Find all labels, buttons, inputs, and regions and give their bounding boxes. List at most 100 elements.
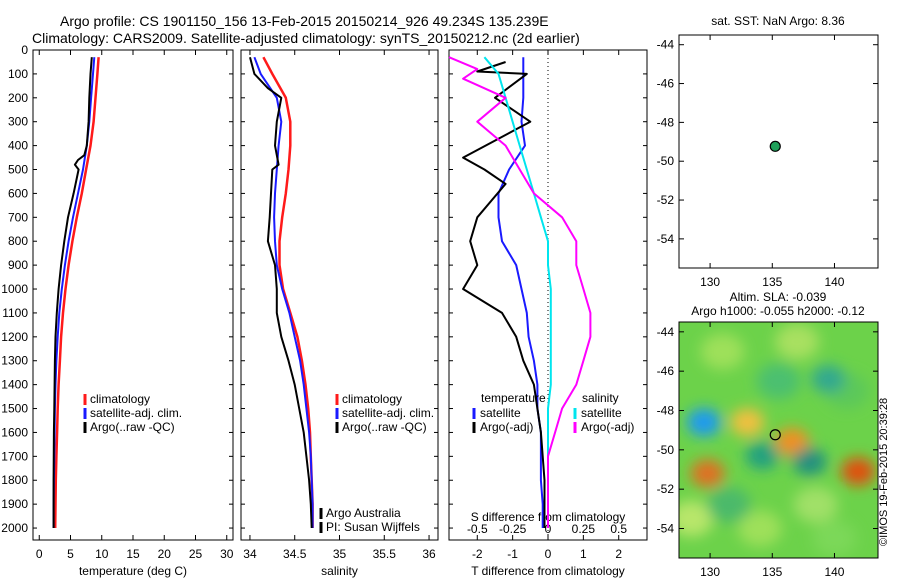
heatmap-texture — [679, 500, 714, 537]
y-tick-label: 1900 — [1, 497, 28, 511]
difference-panel: -2 -1 0 1 2 T difference from climatology -0.5… — [448, 49, 648, 578]
plot-frame — [32, 49, 234, 541]
x-axis-label: T difference from climatology — [471, 564, 625, 578]
legend-label: satellite — [581, 406, 622, 420]
x-tick-label: 36 — [422, 547, 436, 561]
heatmap-texture — [737, 510, 782, 547]
heatmap-texture — [756, 363, 801, 399]
legend-label: satellite-adj. clim. — [342, 406, 434, 420]
x-tick-label: 0 — [36, 547, 43, 561]
x-tick-label: 130 — [700, 565, 720, 579]
heatmap-texture — [793, 486, 838, 523]
x-tick-label: 35.5 — [373, 547, 397, 561]
altimetry-panel: 130 135 140 -44 -46 -48 -50 -52 -54 Altim. SLA: -… — [657, 290, 879, 579]
y-tick-label: -48 — [657, 404, 675, 418]
heatmap-anomaly-high — [841, 457, 876, 486]
heatmap-anomaly-high — [690, 459, 725, 488]
salinity-tick-label: 0.25 — [572, 522, 596, 536]
series-line — [448, 56, 592, 528]
heatmap-anomaly-low — [745, 441, 780, 470]
heatmap-blobs — [679, 323, 876, 557]
heatmap-anomaly-high — [775, 427, 810, 456]
header-line-2: Climatology: CARS2009. Satellite-adjuste… — [32, 30, 580, 46]
y-tick-label: -44 — [657, 38, 675, 52]
x-axis-label: temperature (deg C) — [79, 564, 187, 578]
legend-title: temperature — [481, 391, 546, 405]
map-frame — [678, 34, 879, 269]
header-line-1: Argo profile: CS 1901150_156 13-Feb-2015… — [60, 13, 549, 29]
y-tick-label: -54 — [657, 232, 675, 246]
altimetry-title-1: Altim. SLA: -0.039 — [730, 290, 827, 304]
y-tick-label: -46 — [657, 77, 675, 91]
legend-label: Argo(..raw -QC) — [90, 420, 175, 434]
x-tick-label: 34 — [243, 547, 257, 561]
map-frame — [678, 321, 879, 559]
annotation-text: PI: Susan Wijffels — [326, 520, 420, 534]
heatmap-anomaly-high — [730, 408, 765, 437]
salinity-panel: 34 34.5 35 35.5 36 salinity climatologysatelli… — [240, 49, 439, 578]
legend-label: satellite-adj. clim. — [90, 406, 182, 420]
y-tick-label: -50 — [657, 443, 675, 457]
y-tick-label: 1800 — [1, 473, 28, 487]
y-tick-label: -54 — [657, 522, 675, 536]
salinity-tick-label: -0.5 — [467, 522, 488, 536]
float-position-marker — [769, 429, 781, 441]
series-line — [497, 57, 544, 528]
salinity-tick-label: 0 — [545, 522, 552, 536]
y-tick-label: 1200 — [1, 330, 28, 344]
salinity-tick-label: -0.25 — [499, 522, 527, 536]
y-tick-label: -46 — [657, 364, 675, 378]
heatmap-anomaly-low — [811, 365, 846, 394]
altimetry-title-2: Argo h1000: -0.055 h2000: -0.12 — [691, 304, 865, 318]
y-tick-label: 900 — [8, 258, 28, 272]
heatmap-texture — [775, 323, 820, 360]
legend-label: Argo(-adj) — [581, 420, 634, 434]
y-tick-label: 200 — [8, 91, 28, 105]
timestamp-stamp: ©IMOS 19-Feb-2015 20:39:28 — [878, 397, 890, 546]
y-tick-label: -50 — [657, 154, 675, 168]
x-tick-label: 130 — [700, 275, 720, 289]
x-tick-label: 34.5 — [283, 547, 307, 561]
y-tick-label: 0 — [21, 43, 28, 57]
x-tick-label: 2 — [615, 547, 622, 561]
x-tick-label: 135 — [762, 565, 782, 579]
x-tick-label: 15 — [126, 547, 140, 561]
heatmap-anomaly-low — [792, 447, 827, 476]
y-tick-label: 1000 — [1, 282, 28, 296]
heatmap-texture — [700, 333, 745, 370]
y-tick-label: 600 — [8, 186, 28, 200]
x-tick-label: 140 — [824, 565, 844, 579]
heatmap-anomaly-low — [686, 408, 721, 437]
y-tick-label: 1700 — [1, 449, 28, 463]
series-line — [249, 56, 313, 529]
x-tick-label: -2 — [472, 547, 483, 561]
y-tick-label: 1400 — [1, 378, 28, 392]
x-tick-label: 20 — [158, 547, 172, 561]
sst-title: sat. SST: NaN Argo: 8.36 — [711, 14, 845, 28]
x-tick-label: 5 — [67, 547, 74, 561]
series-line — [53, 57, 100, 529]
y-tick-label: 400 — [8, 139, 28, 153]
y-tick-label: 300 — [8, 115, 28, 129]
y-tick-label: 100 — [8, 67, 28, 81]
x-tick-label: 135 — [762, 275, 782, 289]
plot-frame — [240, 49, 439, 541]
x-tick-label: 30 — [220, 547, 234, 561]
y-tick-label: 1100 — [2, 306, 28, 320]
legend-label: satellite — [480, 406, 521, 420]
y-tick-label: 700 — [8, 210, 28, 224]
x-axis-label: salinity — [321, 564, 358, 578]
y-tick-label: 500 — [8, 163, 28, 177]
y-tick-label: 1500 — [1, 402, 28, 416]
series-line — [253, 56, 314, 528]
legend-label: climatology — [342, 392, 402, 406]
y-tick-label: 800 — [8, 234, 28, 248]
heatmap-texture — [706, 486, 751, 523]
y-tick-label: -52 — [657, 193, 675, 207]
x-tick-label: 10 — [95, 547, 109, 561]
sst-location-panel: 130 135 140 -44 -46 -48 -50 -52 -54 sat. SST: NaN… — [657, 14, 879, 289]
legend-title: salinity — [582, 391, 619, 405]
series-line — [52, 57, 93, 528]
float-position-marker — [769, 140, 781, 152]
